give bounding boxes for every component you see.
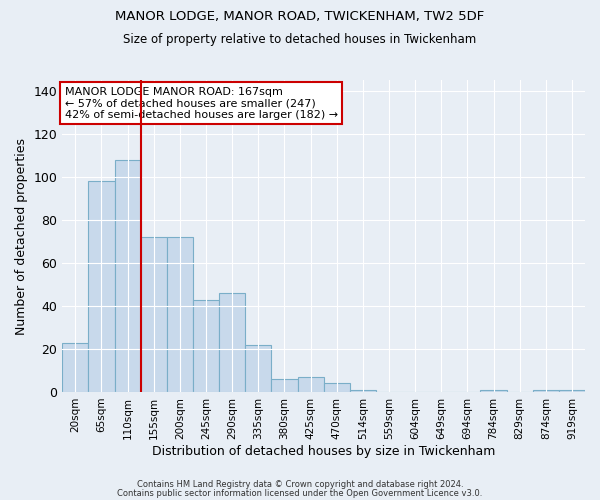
Text: Contains public sector information licensed under the Open Government Licence v3: Contains public sector information licen…: [118, 488, 482, 498]
Text: MANOR LODGE MANOR ROAD: 167sqm
← 57% of detached houses are smaller (247)
42% of: MANOR LODGE MANOR ROAD: 167sqm ← 57% of …: [65, 86, 338, 120]
Bar: [219, 293, 245, 392]
Bar: [298, 377, 323, 392]
Bar: [559, 390, 585, 392]
Bar: [271, 379, 298, 392]
Text: Size of property relative to detached houses in Twickenham: Size of property relative to detached ho…: [124, 32, 476, 46]
X-axis label: Distribution of detached houses by size in Twickenham: Distribution of detached houses by size …: [152, 444, 496, 458]
Bar: [167, 238, 193, 392]
Bar: [323, 384, 350, 392]
Bar: [481, 390, 506, 392]
Bar: [245, 344, 271, 392]
Bar: [350, 390, 376, 392]
Bar: [62, 342, 88, 392]
Bar: [533, 390, 559, 392]
Bar: [140, 238, 167, 392]
Bar: [88, 182, 115, 392]
Bar: [193, 300, 219, 392]
Bar: [115, 160, 140, 392]
Text: Contains HM Land Registry data © Crown copyright and database right 2024.: Contains HM Land Registry data © Crown c…: [137, 480, 463, 489]
Text: MANOR LODGE, MANOR ROAD, TWICKENHAM, TW2 5DF: MANOR LODGE, MANOR ROAD, TWICKENHAM, TW2…: [115, 10, 485, 23]
Y-axis label: Number of detached properties: Number of detached properties: [15, 138, 28, 334]
